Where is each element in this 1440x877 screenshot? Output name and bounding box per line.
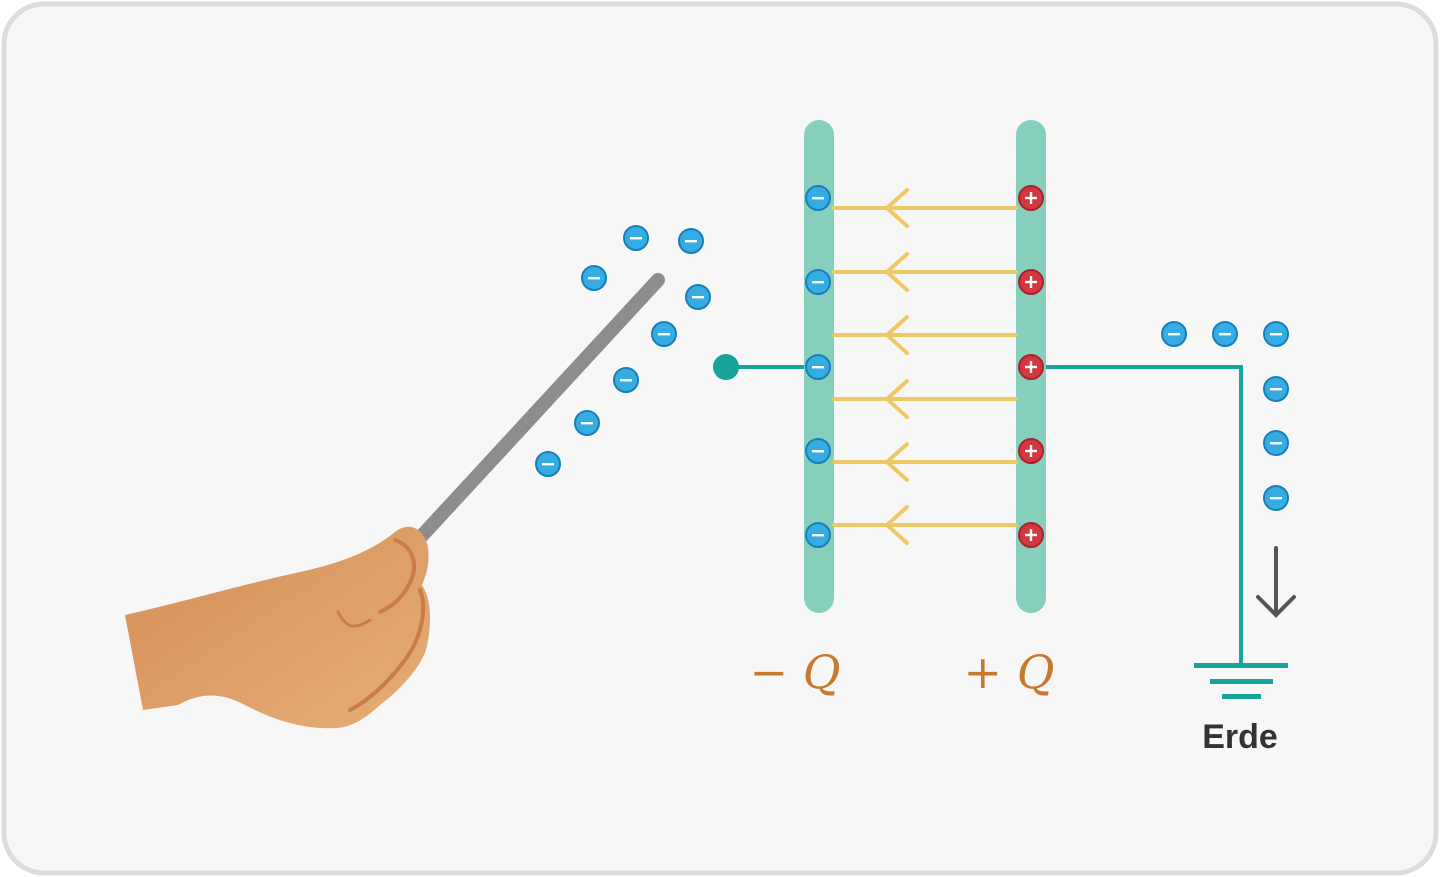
electron	[686, 285, 710, 309]
proton	[1019, 523, 1043, 547]
proton	[1019, 270, 1043, 294]
terminal-dot	[713, 354, 739, 380]
electron	[624, 226, 648, 250]
proton	[1019, 439, 1043, 463]
electron	[614, 368, 638, 392]
electron	[1213, 322, 1237, 346]
electron	[575, 411, 599, 435]
electron	[1264, 322, 1288, 346]
electron	[806, 270, 830, 294]
electron	[806, 355, 830, 379]
proton	[1019, 355, 1043, 379]
electron	[1162, 322, 1186, 346]
electron	[652, 322, 676, 346]
electron	[679, 229, 703, 253]
electron	[806, 439, 830, 463]
electron	[1264, 431, 1288, 455]
positive-charge-label: + Q	[964, 645, 1055, 699]
electron	[536, 452, 560, 476]
electron	[806, 523, 830, 547]
electron	[582, 266, 606, 290]
ground-label: Erde	[1202, 718, 1278, 756]
electron	[1264, 486, 1288, 510]
proton	[1019, 186, 1043, 210]
electron	[806, 186, 830, 210]
negative-charge-label: − Q	[750, 645, 841, 699]
electron	[1264, 377, 1288, 401]
